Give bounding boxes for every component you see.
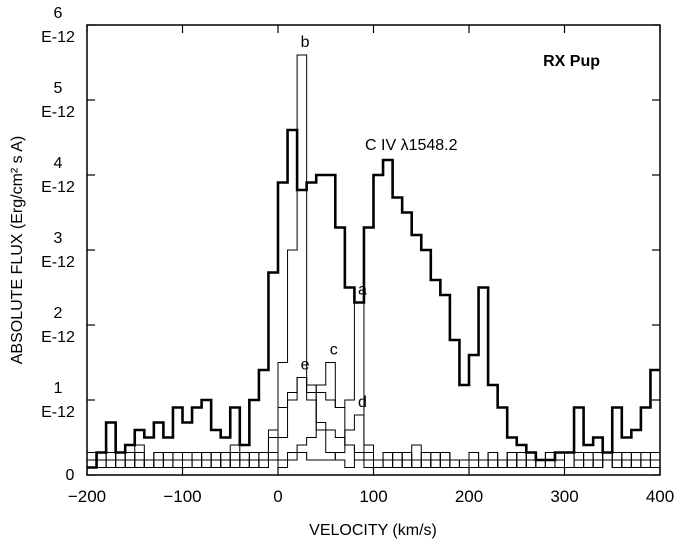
step-line [87,377,660,468]
x-tick-label: −100 [163,487,201,506]
y-tick-label: 5 E-12 [41,80,75,121]
series-label: b [301,34,310,51]
series-label: c [330,342,338,359]
annotation: C IV λ1548.2 [365,137,458,154]
y-tick-label: 6 E-12 [41,5,75,46]
y-tick-label: 3 E-12 [41,230,75,271]
x-tick-label: 300 [550,487,578,506]
x-axis-title: VELOCITY (km/s) [309,522,437,539]
x-tick-label: 400 [646,487,674,506]
y-tick-label: 0 [66,467,75,484]
series-label: e [301,357,310,374]
x-tick-label: 0 [273,487,282,506]
x-tick-label: 200 [455,487,483,506]
y-tick-label: 2 E-12 [41,305,75,346]
y-axis-title: ABSOLUTE FLUX (Erg/cm² s A) [9,136,26,364]
step-line [87,128,660,469]
x-tick-label: −200 [68,487,106,506]
step-line [87,54,660,468]
chart-title: RX Pup [543,53,600,70]
series-label: a [358,282,367,299]
series-label: d [358,394,367,411]
x-tick-label: 100 [359,487,387,506]
y-tick-label: 1 E-12 [41,380,75,421]
y-tick-label: 4 E-12 [41,155,75,196]
